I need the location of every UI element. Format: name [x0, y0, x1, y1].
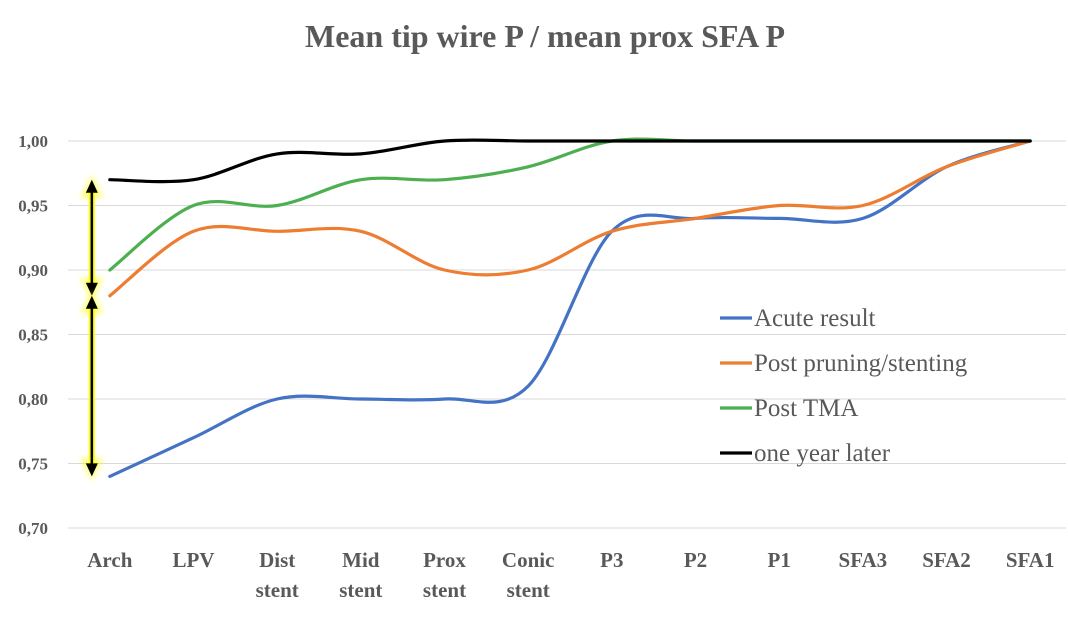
double-arrow-1 — [80, 291, 103, 481]
series-line-1 — [108, 139, 1032, 298]
x-tick-line: stent — [256, 578, 299, 602]
y-axis-ticks: 0,70 0,75 0,80 0,85 0,90 0,95 1,00 — [18, 132, 48, 538]
x-tick-line: Prox — [423, 548, 466, 572]
x-tick-label: P3 — [600, 548, 623, 572]
x-tick-label: Conic stent — [502, 548, 555, 602]
x-tick-label: P1 — [768, 548, 791, 572]
y-tick-label: 0,70 — [18, 519, 48, 538]
x-tick-line: stent — [507, 578, 550, 602]
x-tick-line: P3 — [600, 548, 623, 572]
arrow-annotations — [80, 175, 103, 481]
x-tick-label: SFA2 — [922, 548, 971, 572]
x-tick-line: Mid — [342, 548, 380, 572]
series-line-3 — [108, 138, 1032, 184]
legend: Acute result Post pruning/stenting Post TM… — [720, 305, 968, 467]
x-tick-line: LPV — [173, 548, 215, 572]
x-tick-line: Conic — [502, 548, 555, 572]
legend-label: Post pruning/stenting — [754, 350, 968, 377]
x-tick-line: SFA3 — [839, 548, 888, 572]
series-line-0 — [108, 139, 1032, 478]
y-tick-label: 0,85 — [18, 326, 48, 345]
legend-label: Post TMA — [754, 395, 858, 422]
x-tick-line: P2 — [684, 548, 707, 572]
x-tick-label: Mid stent — [339, 548, 382, 602]
x-tick-label: Prox stent — [423, 548, 466, 602]
y-tick-label: 0,80 — [18, 390, 48, 409]
chart-title: Mean tip wire P / mean prox SFA P — [305, 18, 785, 54]
legend-label: one year later — [754, 440, 891, 467]
x-tick-line: SFA1 — [1006, 548, 1055, 572]
x-tick-line: stent — [423, 578, 466, 602]
x-tick-line: Arch — [87, 548, 132, 572]
legend-label: Acute result — [754, 305, 876, 332]
y-tick-label: 1,00 — [18, 132, 48, 151]
x-axis-ticks: Arch LPV Dist stent Mid stent Prox stent Conic st… — [87, 548, 1054, 602]
x-tick-line: SFA2 — [922, 548, 971, 572]
x-tick-label: SFA3 — [839, 548, 888, 572]
x-tick-label: LPV — [173, 548, 215, 572]
x-tick-label: P2 — [684, 548, 707, 572]
x-tick-label: Dist stent — [256, 548, 299, 602]
y-tick-label: 0,90 — [18, 261, 48, 280]
y-tick-label: 0,75 — [18, 455, 48, 474]
x-tick-line: Dist — [259, 548, 295, 572]
x-tick-line: stent — [339, 578, 382, 602]
double-arrow-0 — [80, 175, 103, 300]
gridlines — [68, 140, 1066, 529]
x-tick-label: Arch — [87, 548, 132, 572]
y-tick-label: 0,95 — [18, 197, 48, 216]
x-tick-label: SFA1 — [1006, 548, 1055, 572]
series-lines — [108, 137, 1032, 478]
x-tick-line: P1 — [768, 548, 791, 572]
